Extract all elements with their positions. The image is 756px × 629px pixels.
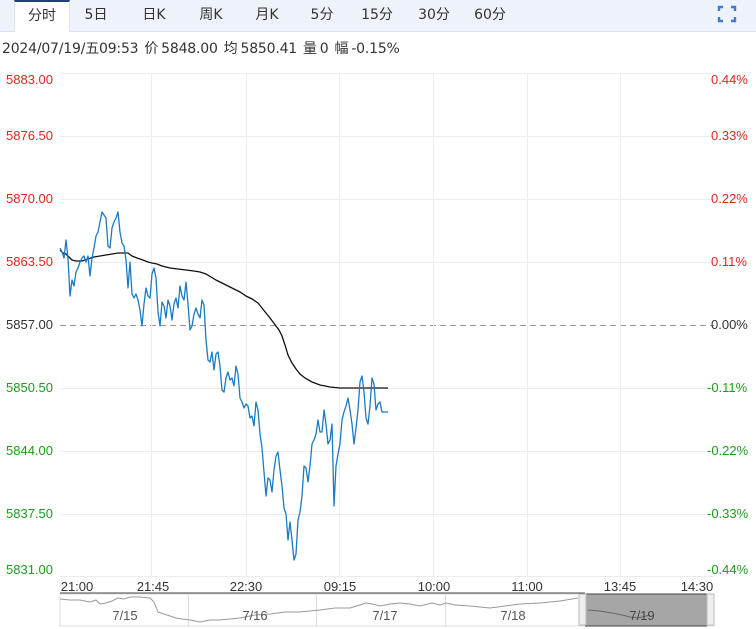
fullscreen-icon[interactable]	[717, 5, 737, 23]
x-tick: 14:30	[680, 579, 714, 594]
y-tick-right: 0.33%	[711, 128, 748, 143]
quote-datetime: 2024/07/19/五09:53	[2, 41, 139, 57]
period-tab-bar: 分时 5日 日K 周K 月K 5分 15分 30分 60分	[0, 0, 756, 32]
y-tick-right: -0.44%	[707, 562, 749, 577]
y-tick-right: -0.33%	[707, 506, 749, 521]
y-tick-left: 5857.00	[6, 317, 53, 332]
tab-intraday[interactable]: 分时	[14, 0, 70, 32]
tab-monthly-k[interactable]: 月K	[255, 7, 279, 23]
tab-daily-k[interactable]: 日K	[142, 7, 166, 23]
y-tick-left: 5863.50	[6, 254, 53, 269]
tab-30-min[interactable]: 30分	[418, 7, 450, 23]
x-tick: 21:45	[136, 579, 170, 594]
navigator-date-label: 7/19	[629, 608, 655, 623]
y-tick-right: 0.44%	[711, 72, 748, 87]
y-tick-left: 5831.00	[6, 562, 53, 577]
x-tick: 11:00	[511, 579, 543, 594]
navigator-date-label: 7/18	[500, 608, 526, 623]
y-tick-right: 0.00%	[711, 317, 748, 332]
tab-5-min[interactable]: 5分	[310, 7, 334, 23]
y-tick-left: 5883.00	[6, 72, 53, 87]
x-tick: 13:45	[603, 579, 637, 594]
y-tick-left: 5837.50	[6, 506, 53, 521]
tab-weekly-k[interactable]: 周K	[199, 7, 223, 23]
y-tick-right: 0.11%	[711, 254, 747, 269]
x-tick: 21:00	[60, 579, 94, 594]
avg-label: 均	[223, 41, 238, 57]
navigator-date-label: 7/17	[372, 608, 398, 623]
y-tick-left: 5850.50	[6, 380, 53, 395]
change-value: -0.15%	[351, 41, 400, 57]
change-label: 幅	[334, 41, 349, 57]
volume-value: 0	[319, 41, 329, 57]
navigator-date-label: 7/15	[112, 608, 138, 623]
y-tick-left: 5876.50	[6, 128, 53, 143]
tab-5-day[interactable]: 5日	[84, 7, 108, 23]
y-tick-left: 5844.00	[6, 443, 53, 458]
price-value: 5848.00	[161, 41, 218, 57]
price-line	[59, 211, 388, 561]
avg-value: 5850.41	[240, 41, 297, 57]
vertical-gridlines	[151, 73, 621, 577]
average-price-line	[59, 249, 388, 389]
tab-60-min[interactable]: 60分	[474, 7, 506, 23]
x-tick: 09:15	[323, 579, 357, 594]
navigator-date-label: 7/16	[242, 608, 268, 623]
x-tick: 22:30	[229, 579, 263, 594]
quote-info-line: 2024/07/19/五09:53 价 5848.00 均 5850.41 量 0 幅 -0.1…	[2, 38, 406, 58]
horizontal-gridlines	[60, 73, 714, 577]
y-tick-right: 0.22%	[711, 191, 748, 206]
price-label: 价	[144, 41, 159, 57]
x-tick: 10:00	[417, 579, 451, 594]
y-tick-left: 5870.00	[6, 191, 53, 206]
volume-label: 量	[302, 41, 317, 57]
y-tick-right: -0.11%	[707, 380, 748, 395]
tab-15-min[interactable]: 15分	[361, 7, 393, 23]
y-tick-right: -0.22%	[707, 443, 749, 458]
